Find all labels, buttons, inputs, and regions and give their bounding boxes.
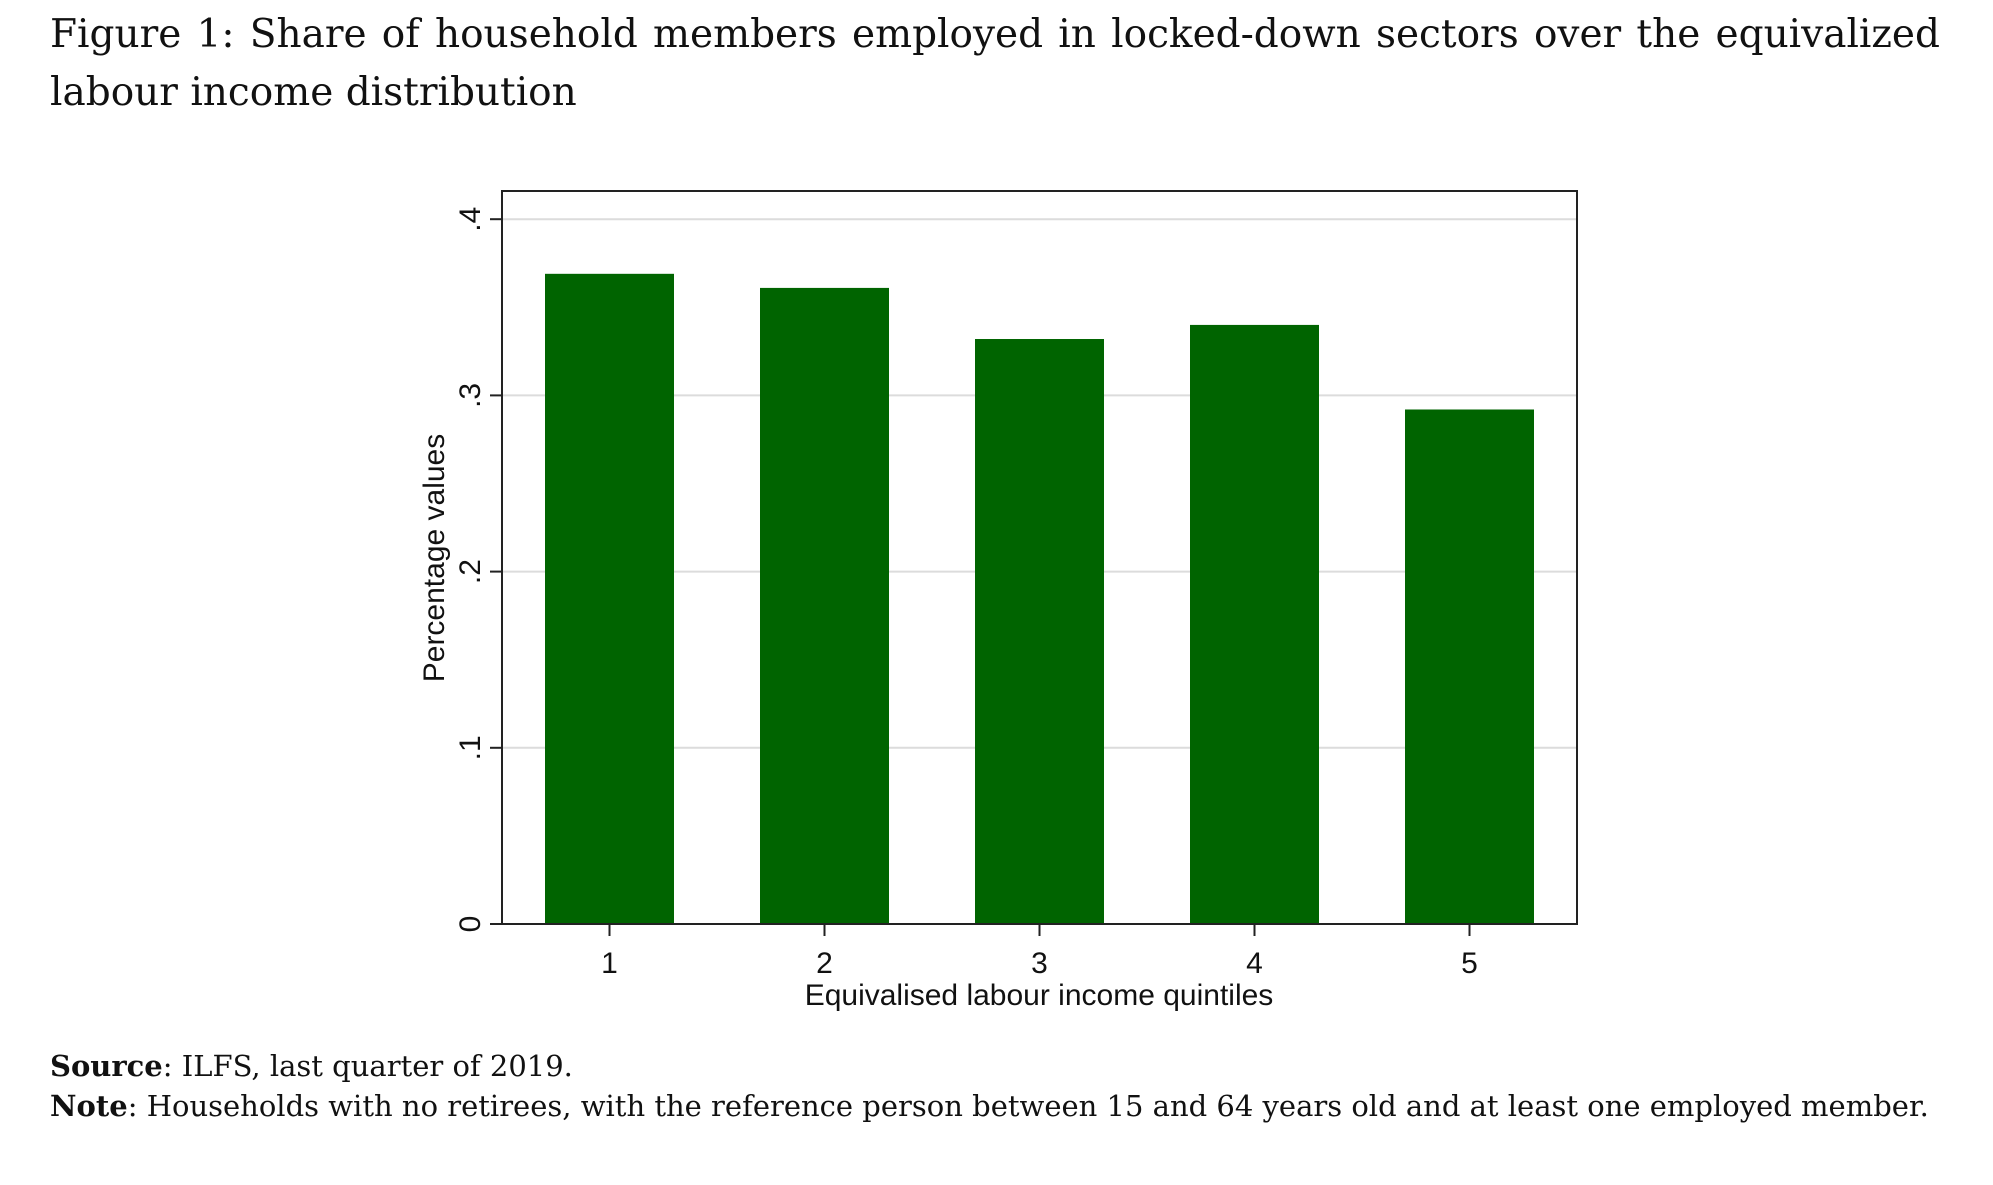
y-tick-label: .1 xyxy=(454,735,487,760)
bar-quintile-3 xyxy=(975,339,1104,924)
x-tick-label: 5 xyxy=(1461,947,1478,980)
x-tick-label: 3 xyxy=(1031,947,1048,980)
figure-notes: Source: ILFS, last quarter of 2019. Note… xyxy=(50,1046,1940,1126)
y-tick-label: .4 xyxy=(454,207,487,232)
note-label: Note xyxy=(50,1089,128,1123)
y-tick-label: 0 xyxy=(454,916,487,933)
bars xyxy=(545,273,1534,925)
y-axis-ticks: 0 .1 .2 .3 .4 xyxy=(454,207,502,933)
bar-quintile-5 xyxy=(1405,409,1534,925)
source-label: Source xyxy=(50,1049,163,1083)
x-axis-label: Equivalised labour income quintiles xyxy=(805,979,1274,1012)
x-tick-label: 1 xyxy=(601,947,618,980)
x-axis-ticks: 1 2 3 4 5 xyxy=(601,924,1478,980)
x-tick-label: 4 xyxy=(1246,947,1263,980)
source-line: Source: ILFS, last quarter of 2019. xyxy=(50,1046,1940,1086)
bar-quintile-1 xyxy=(545,273,674,924)
y-axis-label: Percentage values xyxy=(418,434,451,683)
bar-quintile-4 xyxy=(1190,324,1319,924)
y-tick-label: .2 xyxy=(454,559,487,584)
bar-quintile-2 xyxy=(760,287,889,924)
x-tick-label: 2 xyxy=(816,947,833,980)
note-text: : Households with no retirees, with the … xyxy=(127,1089,1929,1123)
source-text: : ILFS, last quarter of 2019. xyxy=(162,1049,573,1083)
figure-caption: Figure 1: Share of household members emp… xyxy=(50,6,1940,122)
y-tick-label: .3 xyxy=(454,383,487,408)
caption-text: Share of household members employed in l… xyxy=(50,12,1940,115)
note-line: Note: Households with no retirees, with … xyxy=(50,1086,1940,1126)
caption-prefix: Figure 1: xyxy=(50,12,235,57)
